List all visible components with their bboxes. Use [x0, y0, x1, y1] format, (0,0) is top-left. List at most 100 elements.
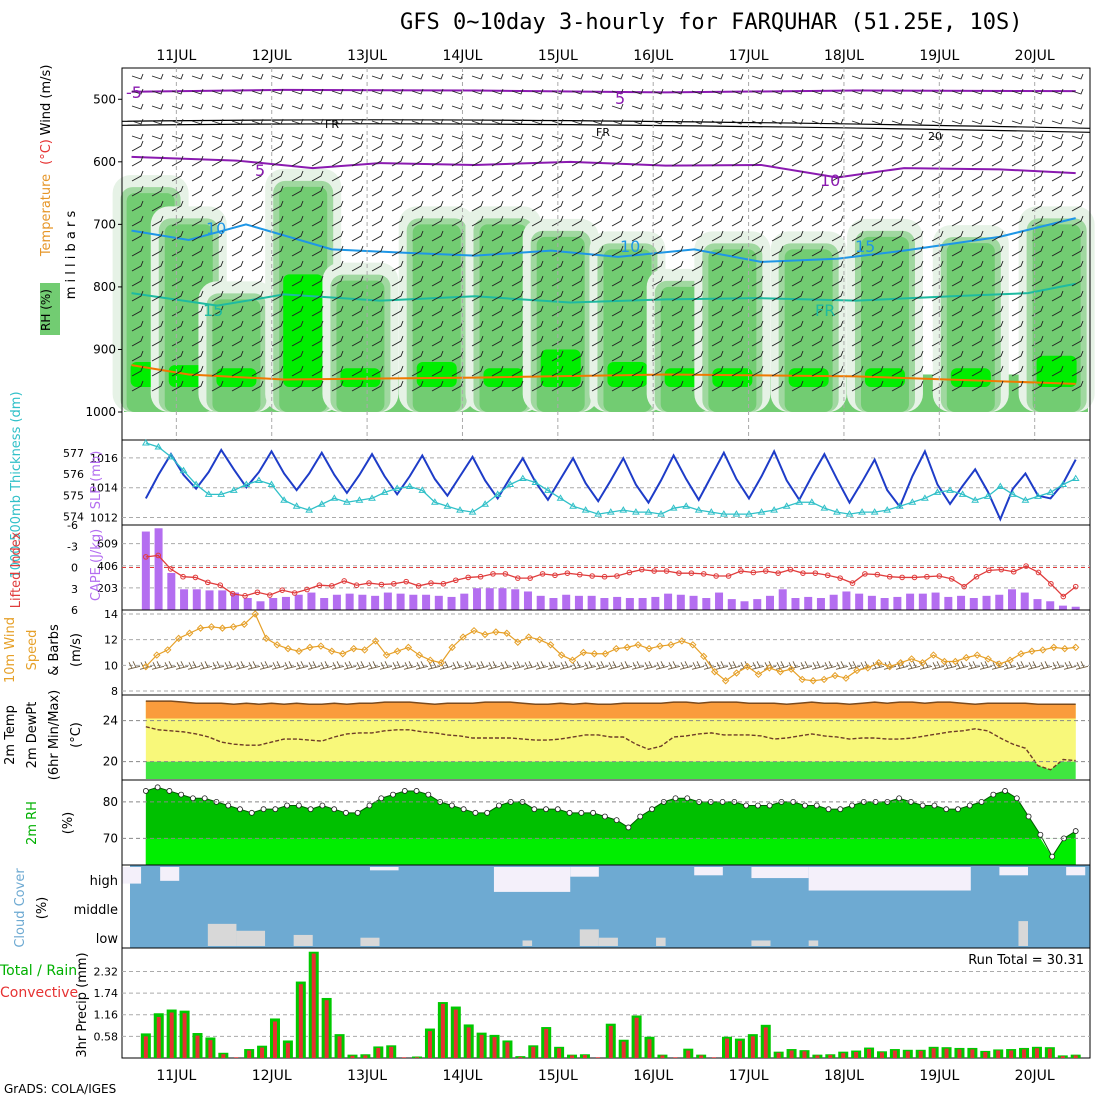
wind-barb: [731, 260, 744, 272]
wind-barb: [251, 380, 264, 392]
wind-barb: [751, 170, 764, 182]
wind-barb: [151, 200, 164, 212]
wind-barb: [1071, 73, 1084, 80]
wind-barb: [491, 305, 504, 317]
wind-barb: [1011, 305, 1024, 317]
wind-barb: [591, 103, 604, 110]
wind-barb: [131, 290, 144, 302]
wind-barb: [1031, 118, 1044, 125]
cloud-low: [579, 929, 599, 946]
wind-speed-point: [328, 647, 336, 655]
wind-barb: [151, 320, 164, 332]
wind-barb: [371, 275, 384, 287]
precip-convective-bar: [466, 1027, 471, 1058]
li-point: [502, 571, 509, 577]
wind-speed-point: [798, 675, 806, 684]
wind-barb: [991, 335, 1004, 347]
li-point: [911, 574, 918, 581]
wind-barb: [391, 103, 404, 110]
wind-barb: [371, 170, 384, 182]
li-tick-label: 0: [71, 562, 78, 575]
wind-barb: [431, 140, 444, 152]
wind10m-barb: [1075, 661, 1089, 670]
wind-barb: [831, 140, 844, 152]
wind-barb: [611, 365, 624, 377]
wind-barb: [831, 350, 844, 362]
wind-barb: [1051, 140, 1064, 152]
rh2m-point: [272, 806, 279, 813]
wind-barb: [851, 73, 864, 80]
wind-barb: [811, 140, 824, 152]
wind-barb: [691, 118, 704, 125]
li-point: [564, 570, 571, 576]
wind-barb: [251, 365, 264, 377]
wind-barb: [931, 200, 944, 212]
wind-barb: [511, 260, 524, 272]
wind-barb: [771, 380, 784, 392]
wind-barb: [191, 335, 204, 347]
rh-column-saturated: [340, 368, 381, 387]
wind-barb: [211, 305, 224, 317]
thickness-point: [644, 508, 653, 515]
wind-barb: [291, 103, 304, 110]
wind-barb: [491, 155, 504, 167]
wind-barb: [491, 290, 504, 302]
wind-barb: [431, 170, 444, 182]
wind-barb: [911, 73, 924, 80]
wind-barb: [511, 290, 524, 302]
wind-barb: [291, 350, 304, 362]
wind-barb: [591, 350, 604, 362]
thickness-point: [745, 510, 753, 517]
wind-barb: [211, 275, 224, 287]
y-tick-label: 700: [93, 217, 116, 231]
wind-barb: [331, 335, 344, 347]
wind-barb: [911, 245, 924, 257]
wind-axis-label: Wind (m/s): [39, 65, 54, 136]
wind-barb: [691, 170, 704, 182]
wind-barb: [311, 305, 324, 317]
wind-barb: [1031, 155, 1044, 167]
wind-barb: [731, 73, 744, 80]
precip-convective-bar: [557, 1048, 562, 1058]
wind-speed-point: [404, 643, 413, 652]
wind-barb: [151, 88, 164, 95]
wind-speed-point: [1006, 656, 1014, 664]
wind-barb: [891, 305, 904, 317]
wind10m-barb: [967, 661, 981, 670]
wind-barb: [211, 73, 224, 80]
wind-barb: [971, 260, 984, 272]
cloud-high: [999, 867, 1029, 876]
wind-barb: [791, 365, 804, 377]
wind10m-barb: [283, 661, 297, 670]
wind-tick-label: 10: [104, 659, 118, 672]
thickness-point: [619, 506, 628, 513]
wind-barb: [171, 200, 184, 212]
wind10m-barb: [223, 661, 237, 670]
cape-bar: [1071, 606, 1080, 610]
wind-barb: [591, 185, 604, 197]
wind-barb: [991, 103, 1004, 110]
wind-tick-label: 8: [111, 685, 118, 698]
wind-barb: [851, 380, 864, 392]
wind-barb: [351, 230, 364, 242]
cloud-level-label: low: [96, 932, 119, 947]
wind-barb: [831, 245, 844, 257]
cape-bar: [320, 598, 329, 610]
wind-barb: [611, 275, 624, 287]
li-point: [589, 573, 595, 579]
wind-barb: [871, 230, 884, 242]
wind-barb: [551, 260, 564, 272]
wind-speed-point: [853, 666, 861, 675]
thickness-point: [355, 496, 364, 503]
li-point: [626, 569, 633, 576]
wind-barb: [451, 365, 464, 377]
cloud-low: [293, 934, 313, 946]
wind-barb: [1071, 305, 1084, 317]
cape-bar: [409, 594, 418, 610]
cape-bar: [587, 595, 596, 610]
wind-barb: [991, 215, 1004, 227]
wind10m-barb: [571, 661, 585, 670]
wind-barb: [391, 200, 404, 212]
wind-barb: [371, 200, 384, 212]
wind10m-barb: [787, 661, 801, 670]
